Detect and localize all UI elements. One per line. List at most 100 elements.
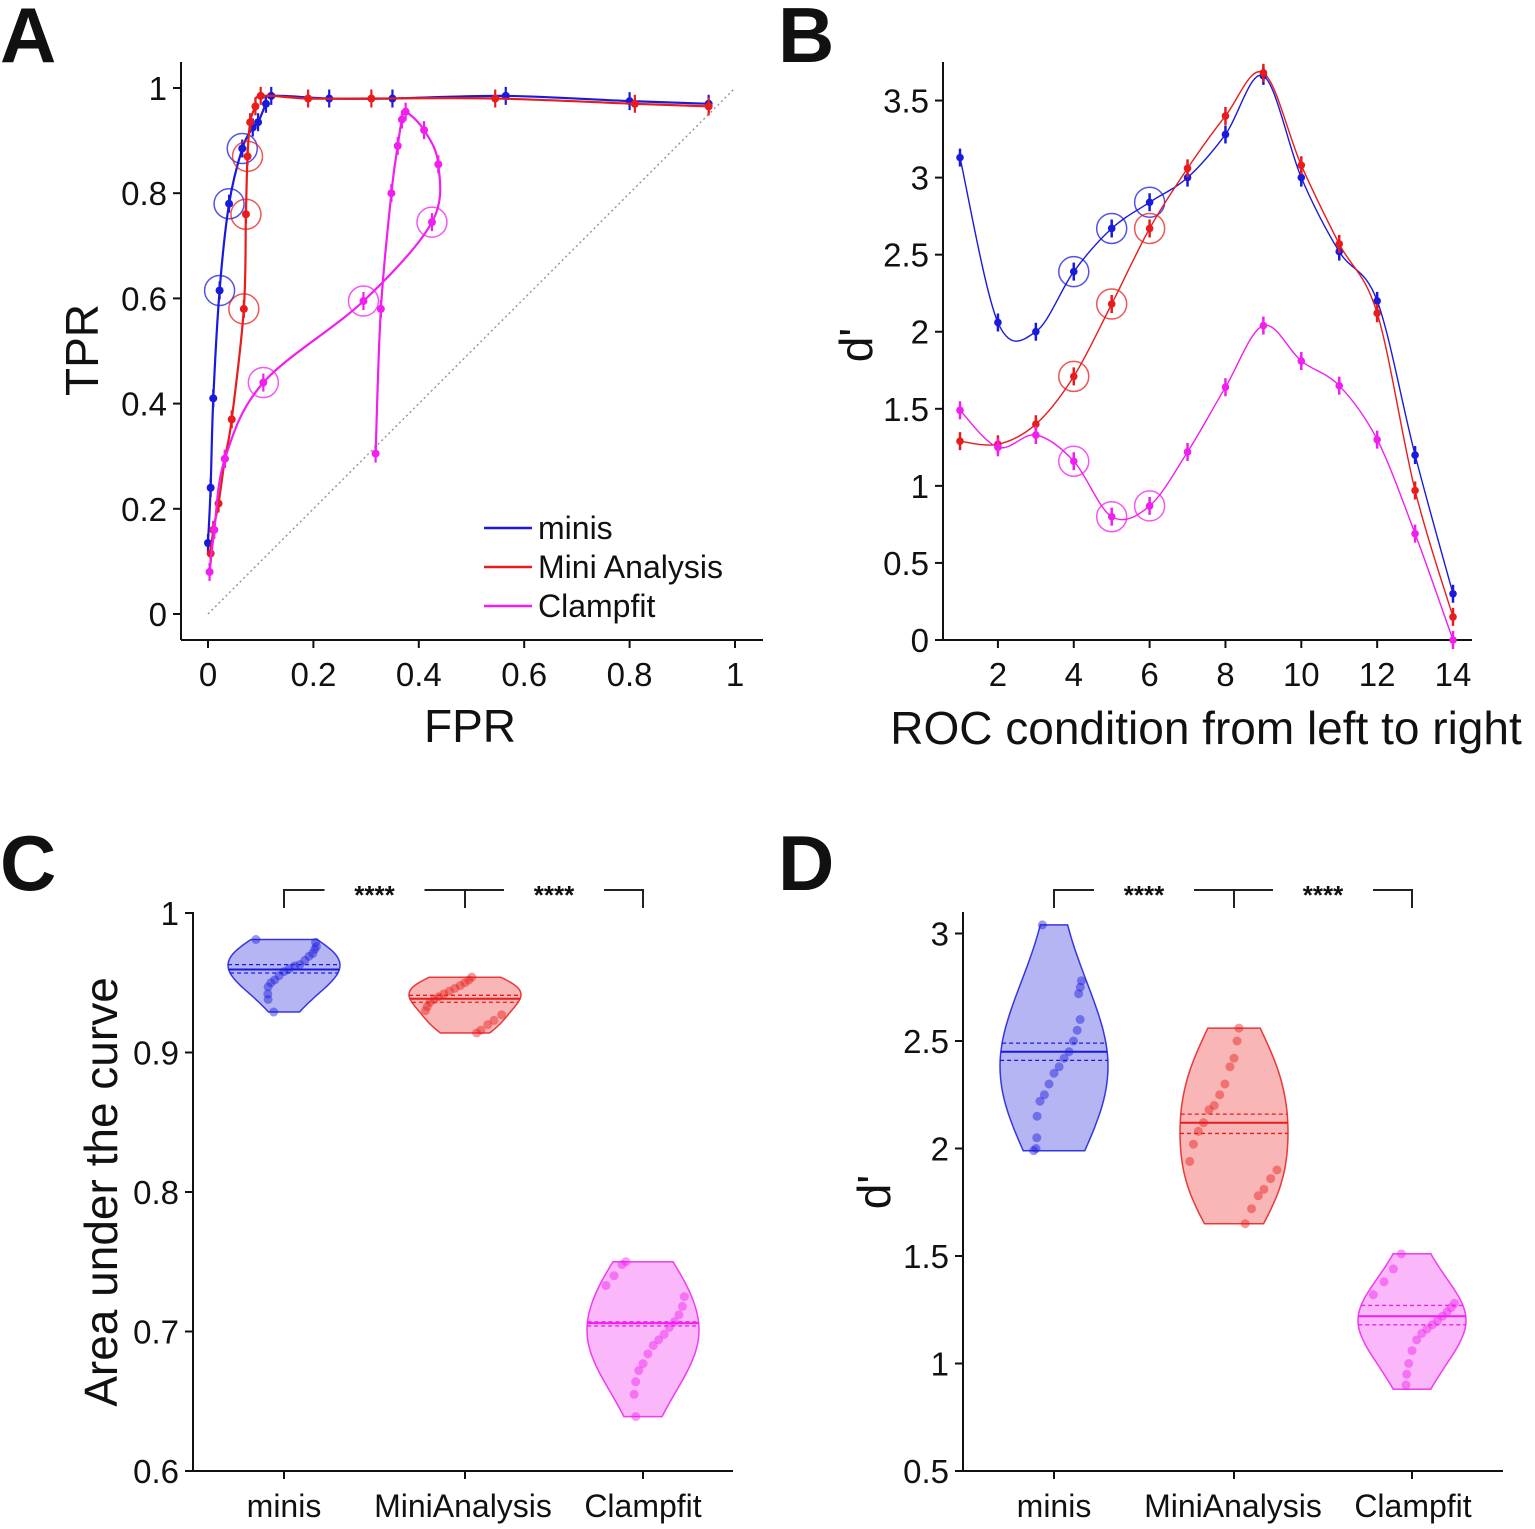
panel-d-clampfit-data-point <box>1368 1290 1378 1300</box>
panel-a-mini-analysis-point <box>246 118 255 127</box>
panel-a-xlabel: FPR <box>424 700 516 752</box>
panel-a-mini-analysis-point <box>243 152 252 161</box>
panel-c-minianalysis-data-point <box>439 989 449 999</box>
panel-d-ytick-label: 2.5 <box>903 1023 949 1060</box>
panel-d-minianalysis-data-point <box>1247 1204 1257 1214</box>
panel-d-clampfit-data-point <box>1402 1369 1412 1379</box>
panel-d-minis-data-point <box>1035 1096 1045 1106</box>
panel-a-clampfit-highlight-ring <box>347 285 380 317</box>
panel-b-mini-analysis-highlight-ring <box>1133 212 1166 245</box>
panel-d-significance-label-bg <box>1094 876 1194 904</box>
panel-d-clampfit-data-point <box>1433 1316 1443 1325</box>
panel-c-minis-data-point <box>308 948 318 958</box>
panel-c-minis-data-point <box>295 960 305 970</box>
panel-a-ytick-label: 1 <box>149 70 167 107</box>
panel-b-xtick-label: 12 <box>1359 656 1396 693</box>
panel-b-clampfit-point <box>1449 636 1457 644</box>
panel-b-ylabel: d' <box>830 328 882 362</box>
panel-d-category-label-minianalysis: MiniAnalysis <box>1144 1488 1322 1524</box>
panel-a-mini-analysis-point <box>256 91 265 100</box>
panel-b-ytick-label: 3.5 <box>883 83 929 120</box>
panel-a-minis-point <box>215 286 224 295</box>
panel-a-ytick-label: 0.2 <box>121 491 167 528</box>
panel-c-clampfit-data-point <box>654 1335 664 1345</box>
panel-c-auc-violin-plot: 0.6 0.7 0.8 0.9 1 minis MiniAnalysis Clampfit **… <box>133 876 733 1524</box>
panel-d-clampfit-data-point <box>1442 1307 1452 1317</box>
panel-d-dprime-violin-plot: 0.5 1 1.5 2 2.5 3 minis MiniAnalysis Clampfit ***… <box>903 876 1503 1524</box>
panel-b-clampfit-point <box>1297 357 1306 365</box>
panel-b-clampfit-point <box>956 406 964 415</box>
panel-d-minianalysis-data-point <box>1253 1191 1263 1201</box>
panel-c-significance-label-bg <box>324 876 425 904</box>
panel-b-ytick-label: 0.5 <box>883 545 929 582</box>
panel-d-minis-data-point <box>1072 1025 1082 1035</box>
panel-d-clampfit-data-point <box>1437 1311 1447 1321</box>
panel-c-minianalysis-data-point <box>434 992 444 1002</box>
panel-a-clampfit-highlight-ring <box>416 206 448 238</box>
panel-d-clampfit-data-point <box>1446 1303 1456 1313</box>
panel-a-minis-point <box>254 118 263 127</box>
panel-b-mini-analysis-point <box>1449 613 1457 621</box>
panel-a-xtick-label: 0.6 <box>501 656 547 693</box>
panel-c-clampfit-data-point <box>609 1271 619 1281</box>
panel-b-mini-analysis-highlight-ring <box>1095 288 1128 320</box>
panel-d-clampfit-data-point <box>1388 1264 1398 1274</box>
panel-d-minianalysis-data-point <box>1188 1139 1198 1149</box>
panel-d-clampfit-data-point <box>1401 1380 1411 1390</box>
panel-d-ylabel: d' <box>848 1175 900 1209</box>
panel-c-minianalysis-data-point <box>455 981 465 991</box>
panel-c-clampfit-data-point <box>664 1322 674 1332</box>
panel-b-xtick-label: 4 <box>1065 656 1083 693</box>
panel-d-minianalysis-data-point <box>1240 1219 1250 1229</box>
panel-b-minis-highlight-ring <box>1095 212 1128 245</box>
panel-c-minianalysis-data-point <box>422 1001 432 1011</box>
panel-b-mini-analysis-point <box>1335 240 1344 248</box>
panel-b-minis-point <box>1107 224 1116 233</box>
panel-c-minianalysis-violin <box>408 976 522 1034</box>
panel-a-ytick-label: 0.6 <box>121 280 167 317</box>
panel-a-minis-point <box>261 99 270 108</box>
panel-a-mini-analysis-line <box>209 94 709 554</box>
panel-b-clampfit-point <box>1373 435 1381 444</box>
panel-c-minianalysis-data-point <box>450 983 460 993</box>
panel-a-minis-highlight-ring <box>213 187 245 220</box>
panel-a-clampfit-highlight-ring <box>247 366 280 399</box>
panel-c-ytick-label: 0.7 <box>133 1314 179 1351</box>
panel-c-clampfit-data-point <box>674 1310 684 1320</box>
panel-a-clampfit-point <box>397 115 406 124</box>
panel-d-minianalysis-data-point <box>1229 1053 1239 1063</box>
panel-a-roc-plot: 0 0.2 0.4 0.6 0.8 1 0 0.2 0.4 0.6 0.8 1 <box>121 62 763 693</box>
panel-a-clampfit-point <box>205 567 214 576</box>
panel-a-legend: minis Mini Analysis Clampfit <box>484 510 723 624</box>
panel-b-clampfit-point <box>1069 457 1078 466</box>
panel-b-minis-point <box>956 153 964 162</box>
panel-a-clampfit-point <box>376 304 385 313</box>
panel-b-minis-point <box>1411 451 1419 459</box>
panel-d-minianalysis-data-point <box>1272 1165 1282 1175</box>
panel-a-mini-analysis-point <box>239 304 248 313</box>
panel-a-minis-point <box>206 483 215 492</box>
panel-c-clampfit-data-point <box>621 1257 631 1267</box>
panel-a-minis-point <box>238 144 247 153</box>
panel-d-minis-data-point <box>1075 1015 1085 1024</box>
panel-d-category-label-clampfit: Clampfit <box>1354 1488 1471 1524</box>
panel-c-minis-data-point <box>310 944 320 954</box>
panel-a-mini-analysis-point <box>241 210 250 219</box>
panel-d-minis-data-point <box>1076 976 1086 986</box>
panel-c-minianalysis-data-point <box>472 1028 482 1038</box>
panel-c-significance-label: **** <box>354 880 395 910</box>
panel-a-clampfit-point <box>220 454 229 463</box>
panel-d-ytick-label: 0.5 <box>903 1453 949 1490</box>
panel-d-minianalysis-data-point <box>1225 1062 1235 1072</box>
panel-d-minis-data-point <box>1075 982 1085 992</box>
legend-label-mini-analysis: Mini Analysis <box>538 549 723 585</box>
panel-c-minianalysis-data-point <box>483 1020 493 1030</box>
panel-b-mini-analysis-line <box>959 70 1454 618</box>
panel-b-mini-analysis-point <box>1373 309 1381 318</box>
panel-a-mini-analysis-point <box>704 102 713 111</box>
panel-a-minis-highlight-ring <box>203 274 236 307</box>
panel-c-clampfit-violin <box>586 1261 700 1418</box>
panel-d-minianalysis-data-point <box>1204 1105 1214 1115</box>
panel-c-clampfit-data-point <box>659 1329 669 1339</box>
panel-b-clampfit-point <box>1335 381 1344 390</box>
